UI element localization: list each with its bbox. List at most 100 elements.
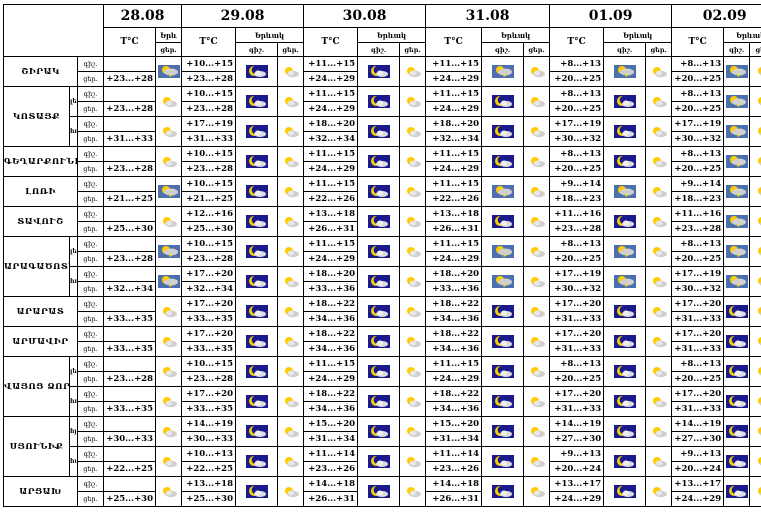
moon-cloud-icon: [604, 477, 646, 507]
zone-label: լեռ.: [70, 357, 78, 387]
night-row-label: գիշ.: [78, 117, 104, 132]
temp-value: +24...+29: [426, 72, 482, 87]
sun-cloud-icon: [278, 237, 304, 267]
day-row-label: ցեր.: [78, 222, 104, 237]
temp-value: +33...+35: [104, 402, 156, 417]
temp-value: +31...+34: [426, 432, 482, 447]
temp-value: +14...+19: [182, 417, 236, 432]
moon-cloud-icon: [358, 387, 400, 417]
temp-value: +22...+25: [182, 462, 236, 477]
temp-value: [104, 117, 156, 132]
temp-value: +25...+30: [182, 492, 236, 507]
zone-label: հովտ.: [70, 117, 78, 147]
day-row-label: ցեր.: [78, 432, 104, 447]
moon-cloud-icon: [236, 237, 278, 267]
sun-cloud-icon: [400, 357, 426, 387]
sun-cloud-icon: [278, 357, 304, 387]
night-sub-label: գիշ.: [236, 43, 278, 57]
moon-cloud-icon: [482, 297, 524, 327]
temp-value: +13...+18: [304, 207, 358, 222]
temp-value: +12...+16: [182, 207, 236, 222]
sun-cloud-icon: [524, 357, 550, 387]
sun-cloud-icon: [646, 477, 672, 507]
sun-cloud-icon: [156, 57, 182, 87]
sun-cloud-icon: [646, 387, 672, 417]
temp-value: +22...+26: [426, 192, 482, 207]
sun-cloud-icon: [750, 147, 761, 177]
zone-label: լեռ.: [70, 237, 78, 267]
temp-value: +9...+13: [672, 447, 724, 462]
day-row-label: ցեր.: [78, 402, 104, 417]
temp-value: +9...+14: [672, 177, 724, 192]
temp-value: +23...+26: [304, 462, 358, 477]
temp-value: [104, 477, 156, 492]
temp-value: [104, 357, 156, 372]
temp-value: +10...+15: [182, 87, 236, 102]
temp-value: +13...+18: [182, 477, 236, 492]
day-sub-label: ցեր.: [156, 43, 182, 57]
temp-value: [104, 87, 156, 102]
temp-value: +24...+29: [304, 72, 358, 87]
temp-value: +8...+13: [672, 57, 724, 72]
sun-cloud-icon: [278, 327, 304, 357]
moon-cloud-icon: [358, 207, 400, 237]
region-name: ԱՐՑԱԽ: [4, 477, 78, 507]
sun-cloud-icon: [400, 267, 426, 297]
temp-value: +20...+25: [672, 102, 724, 117]
sun-cloud-icon: [524, 87, 550, 117]
day-row-label: ցեր.: [78, 372, 104, 387]
temp-value: +24...+29: [304, 372, 358, 387]
thunderstorm-icon: [482, 57, 524, 87]
day-row-label: ցեր.: [78, 102, 104, 117]
region-name: ԱՐՄԱՎԻՐ: [4, 327, 78, 357]
temp-value: +30...+32: [672, 132, 724, 147]
moon-cloud-icon: [358, 147, 400, 177]
temp-value: +17...+20: [672, 327, 724, 342]
sun-cloud-icon: [646, 207, 672, 237]
night-row-label: գիշ.: [78, 417, 104, 432]
temp-value: +25...+30: [182, 222, 236, 237]
temp-value: +34...+36: [426, 312, 482, 327]
temp-value: +17...+19: [672, 267, 724, 282]
temp-value: +11...+15: [426, 177, 482, 192]
moon-cloud-icon: [482, 387, 524, 417]
temp-value: +25...+30: [104, 222, 156, 237]
sun-cloud-icon: [156, 417, 182, 447]
moon-cloud-icon: [604, 147, 646, 177]
temp-value: [104, 297, 156, 312]
temp-value: +8...+13: [672, 357, 724, 372]
night-row-label: գիշ.: [78, 327, 104, 342]
temp-value: +27...+30: [550, 432, 604, 447]
sun-cloud-icon: [646, 447, 672, 477]
day-label: Երևակ: [482, 28, 550, 43]
temp-value: +22...+26: [304, 192, 358, 207]
sun-cloud-icon: [156, 237, 182, 267]
sun-cloud-icon: [278, 207, 304, 237]
sun-cloud-icon: [524, 117, 550, 147]
sun-cloud-icon: [750, 447, 761, 477]
moon-cloud-icon: [482, 417, 524, 447]
day-label: Երևակ: [724, 28, 761, 43]
temp-value: +26...+31: [426, 492, 482, 507]
sun-cloud-icon: [400, 447, 426, 477]
temp-value: +23...+28: [182, 252, 236, 267]
temp-value: +17...+19: [550, 267, 604, 282]
temp-value: +11...+15: [304, 177, 358, 192]
sun-cloud-icon: [278, 387, 304, 417]
sun-cloud-icon: [278, 447, 304, 477]
temp-value: +33...+35: [104, 342, 156, 357]
temp-value: +31...+33: [550, 402, 604, 417]
temp-value: +18...+20: [426, 117, 482, 132]
temp-value: +21...+25: [182, 192, 236, 207]
temp-value: +23...+28: [104, 162, 156, 177]
moon-cloud-icon: [482, 327, 524, 357]
temp-value: +8...+13: [672, 87, 724, 102]
moon-cloud-icon: [604, 417, 646, 447]
temp-value: +30...+32: [550, 282, 604, 297]
sun-cloud-icon: [524, 207, 550, 237]
temp-value: +18...+23: [672, 192, 724, 207]
sun-cloud-icon: [646, 417, 672, 447]
thunderstorm-icon: [724, 267, 750, 297]
temp-value: +11...+15: [426, 237, 482, 252]
temp-value: +32...+34: [182, 282, 236, 297]
